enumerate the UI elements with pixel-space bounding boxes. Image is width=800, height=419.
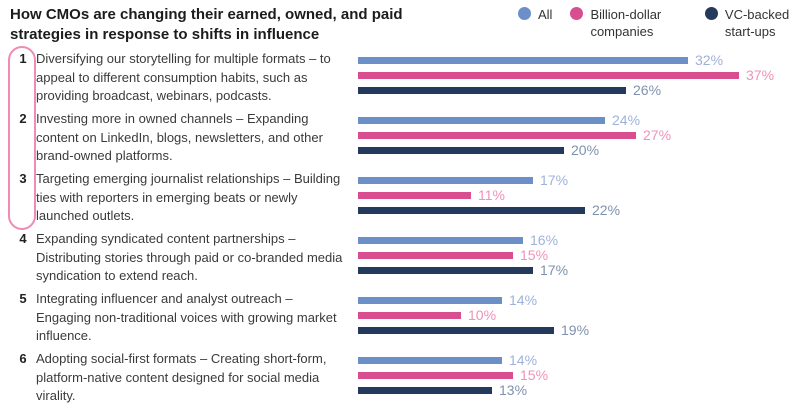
bar-row-vc-backed-start-ups: 17%	[358, 263, 790, 278]
bar-value-label: 22%	[592, 202, 621, 218]
bar-row-billion-dollar-companies: 11%	[358, 188, 790, 203]
bar-value-label: 37%	[746, 67, 775, 83]
bar-billion-dollar-companies	[358, 132, 636, 139]
bar-group: 14% 15% 13%	[358, 350, 790, 410]
strategy-number: 6	[19, 351, 27, 366]
bar-vc-backed-start-ups	[358, 207, 585, 214]
bar-row-all: 14%	[358, 293, 790, 308]
bar-row-billion-dollar-companies: 15%	[358, 248, 790, 263]
strategy-text: Expanding syndicated content partnership…	[36, 231, 343, 283]
legend-item-all: All	[518, 6, 552, 40]
strategy-number: 2	[19, 111, 27, 126]
bar-value-label: 15%	[520, 367, 549, 383]
bar-row-all: 16%	[358, 233, 790, 248]
bar-value-label: 14%	[509, 292, 538, 308]
bar-group: 24% 27% 20%	[358, 110, 790, 170]
bar-vc-backed-start-ups	[358, 267, 533, 274]
bar-value-label: 17%	[540, 172, 569, 188]
bar-row-billion-dollar-companies: 15%	[358, 368, 790, 383]
highlight-bracket	[8, 46, 36, 230]
legend-dot-icon	[518, 7, 531, 20]
legend-item-billion-dollar-companies: Billion-dollar companies	[570, 6, 686, 40]
strategy-row: 4 Expanding syndicated content partnershi…	[10, 230, 790, 290]
chart-legend: All Billion-dollar companies VC-backed sta…	[518, 6, 800, 40]
strategy-text: Investing more in owned channels – Expan…	[36, 111, 323, 163]
bar-group: 14% 10% 19%	[358, 290, 790, 350]
bar-billion-dollar-companies	[358, 252, 513, 259]
bar-group: 16% 15% 17%	[358, 230, 790, 290]
bar-value-label: 19%	[561, 322, 590, 338]
chart-title: How CMOs are changing their earned, owne…	[10, 6, 403, 43]
bar-value-label: 13%	[499, 382, 528, 398]
strategy-number: 3	[19, 171, 27, 186]
bar-vc-backed-start-ups	[358, 327, 554, 334]
bar-row-billion-dollar-companies: 27%	[358, 128, 790, 143]
strategy-row: 5 Integrating influencer and analyst outr…	[10, 290, 790, 350]
strategy-text: Adopting social-first formats – Creating…	[36, 351, 327, 403]
bar-all	[358, 237, 523, 244]
bar-row-billion-dollar-companies: 37%	[358, 68, 790, 83]
strategy-text: Targeting emerging journalist relationsh…	[36, 171, 341, 223]
legend-label: All	[538, 7, 553, 22]
bar-all	[358, 57, 688, 64]
bar-value-label: 27%	[643, 127, 672, 143]
bar-billion-dollar-companies	[358, 192, 471, 199]
bar-value-label: 10%	[468, 307, 497, 323]
bar-vc-backed-start-ups	[358, 387, 492, 394]
bar-all	[358, 297, 502, 304]
bar-value-label: 15%	[520, 247, 549, 263]
chart-rows: 1 Diversifying our storytelling for multi…	[10, 50, 790, 410]
bar-group: 17% 11% 22%	[358, 170, 790, 230]
bar-all	[358, 177, 533, 184]
bar-row-all: 14%	[358, 353, 790, 368]
bar-row-all: 24%	[358, 113, 790, 128]
strategy-number: 1	[19, 51, 27, 66]
legend-label: Billion-dollar companies	[590, 7, 662, 39]
bar-value-label: 24%	[612, 112, 641, 128]
legend-dot-icon	[704, 7, 718, 20]
bar-value-label: 14%	[509, 352, 538, 368]
strategy-number: 5	[19, 291, 27, 306]
strategy-text: Integrating influencer and analyst outre…	[36, 291, 337, 343]
legend-item-vc-backed-start-ups: VC-backed start-ups	[704, 6, 800, 40]
bar-row-all: 32%	[358, 53, 790, 68]
bar-row-vc-backed-start-ups: 13%	[358, 383, 790, 398]
bar-value-label: 17%	[540, 262, 569, 278]
bar-value-label: 26%	[633, 82, 662, 98]
strategy-row: 3 Targeting emerging journalist relations…	[10, 170, 790, 230]
bar-billion-dollar-companies	[358, 312, 461, 319]
bar-billion-dollar-companies	[358, 72, 739, 79]
bar-row-all: 17%	[358, 173, 790, 188]
strategy-row: 1 Diversifying our storytelling for multi…	[10, 50, 790, 110]
bar-row-vc-backed-start-ups: 26%	[358, 83, 790, 98]
bar-value-label: 32%	[695, 52, 724, 68]
bar-row-billion-dollar-companies: 10%	[358, 308, 790, 323]
strategy-text: Diversifying our storytelling for multip…	[36, 51, 331, 103]
bar-all	[358, 117, 605, 124]
strategy-row: 6 Adopting social-first formats – Creatin…	[10, 350, 790, 410]
bar-value-label: 16%	[530, 232, 559, 248]
bar-row-vc-backed-start-ups: 22%	[358, 203, 790, 218]
legend-dot-icon	[570, 7, 584, 20]
bar-all	[358, 357, 502, 364]
legend-label: VC-backed start-ups	[724, 7, 790, 39]
strategy-row: 2 Investing more in owned channels – Expa…	[10, 110, 790, 170]
bar-value-label: 11%	[478, 187, 505, 203]
bar-value-label: 20%	[571, 142, 600, 158]
bar-row-vc-backed-start-ups: 19%	[358, 323, 790, 338]
bar-billion-dollar-companies	[358, 372, 513, 379]
bar-group: 32% 37% 26%	[358, 50, 790, 110]
bar-vc-backed-start-ups	[358, 147, 564, 154]
bar-row-vc-backed-start-ups: 20%	[358, 143, 790, 158]
bar-vc-backed-start-ups	[358, 87, 626, 94]
strategy-number: 4	[19, 231, 27, 246]
